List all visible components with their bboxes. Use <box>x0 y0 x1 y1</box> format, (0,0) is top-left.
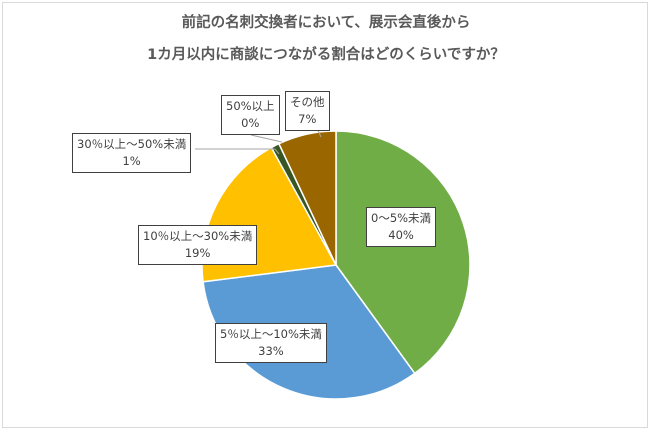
slice-category: その他 <box>290 95 325 109</box>
leader-line-0 <box>195 148 280 155</box>
slice-category: 50%以上 <box>226 99 275 113</box>
slice-value: 0% <box>241 116 260 130</box>
slice-label-other: その他 7% <box>285 91 330 131</box>
slice-category: 10％以上～30%未満 <box>143 229 253 243</box>
slice-category: 0～5%未満 <box>371 211 432 225</box>
slice-0-5 <box>335 130 471 375</box>
chart-title-line-1: 前記の名刺交換者において、展示会直後から <box>181 15 471 31</box>
leader-line-1 <box>250 134 283 143</box>
pie-chart <box>195 127 471 400</box>
slice-label-5-10: 5％以上～10%未満 33% <box>215 323 327 363</box>
slice-other <box>277 130 337 266</box>
slice-label-30-50: 30％以上～50%未満 1% <box>72 133 192 173</box>
slice-value: 19% <box>184 246 211 260</box>
slice-value: 7% <box>298 112 317 126</box>
slice-value: 1% <box>122 154 141 168</box>
slice-label-0-5: 0～5%未満 40% <box>366 207 437 247</box>
slice-category: 30％以上～50%未満 <box>77 137 187 151</box>
slice-category: 5％以上～10%未満 <box>220 327 322 341</box>
chart-title-line-2: 1カ月以内に商談につながる割合はどのくらいですか？ <box>147 47 505 63</box>
slice-label-10-30: 10％以上～30%未満 19% <box>138 225 258 265</box>
slice-value: 40% <box>388 228 414 242</box>
slice-label-50-plus: 50%以上 0% <box>221 95 280 135</box>
pie-slices <box>201 130 471 400</box>
slice-value: 33% <box>258 344 284 358</box>
